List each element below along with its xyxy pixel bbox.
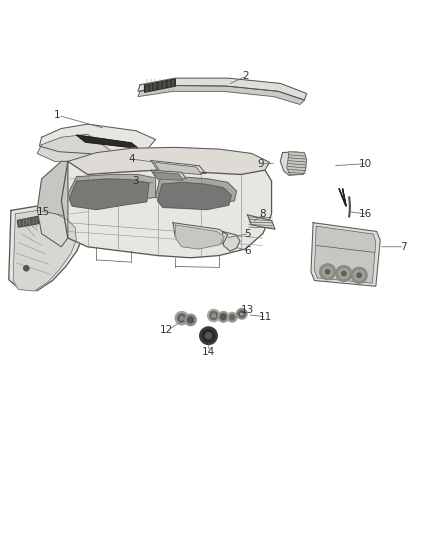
Circle shape bbox=[357, 273, 361, 278]
Circle shape bbox=[202, 329, 215, 342]
Circle shape bbox=[227, 312, 237, 322]
Circle shape bbox=[230, 314, 235, 320]
Circle shape bbox=[24, 265, 29, 271]
Polygon shape bbox=[138, 78, 307, 100]
Circle shape bbox=[237, 309, 247, 319]
Polygon shape bbox=[69, 179, 149, 209]
Text: 12: 12 bbox=[160, 325, 173, 335]
Polygon shape bbox=[223, 231, 240, 251]
Polygon shape bbox=[68, 174, 155, 205]
Circle shape bbox=[180, 317, 184, 320]
Text: 3: 3 bbox=[132, 176, 139, 186]
Polygon shape bbox=[151, 170, 186, 179]
Circle shape bbox=[175, 312, 188, 325]
Text: 16: 16 bbox=[359, 209, 372, 219]
Polygon shape bbox=[61, 161, 272, 258]
Text: 13: 13 bbox=[241, 305, 254, 316]
Polygon shape bbox=[151, 160, 206, 174]
Text: 1: 1 bbox=[53, 110, 60, 120]
Text: 4: 4 bbox=[128, 154, 135, 164]
Polygon shape bbox=[9, 206, 82, 290]
Circle shape bbox=[205, 333, 212, 339]
Circle shape bbox=[239, 311, 245, 317]
Polygon shape bbox=[339, 189, 346, 206]
Polygon shape bbox=[175, 225, 224, 249]
Text: 6: 6 bbox=[244, 246, 251, 256]
Text: 10: 10 bbox=[359, 159, 372, 168]
Circle shape bbox=[354, 270, 364, 280]
Text: 11: 11 bbox=[258, 312, 272, 322]
Polygon shape bbox=[37, 161, 68, 247]
Circle shape bbox=[320, 264, 336, 280]
Polygon shape bbox=[287, 152, 307, 174]
Polygon shape bbox=[37, 134, 149, 166]
Text: 5: 5 bbox=[244, 229, 251, 239]
Polygon shape bbox=[173, 223, 228, 248]
Text: 2: 2 bbox=[242, 71, 249, 81]
Text: 14: 14 bbox=[201, 347, 215, 357]
Polygon shape bbox=[18, 216, 39, 227]
Circle shape bbox=[210, 312, 218, 319]
Circle shape bbox=[187, 317, 194, 323]
Circle shape bbox=[178, 314, 186, 322]
Circle shape bbox=[351, 268, 367, 283]
Polygon shape bbox=[39, 124, 155, 155]
Polygon shape bbox=[145, 79, 175, 92]
Circle shape bbox=[342, 271, 346, 276]
Text: 7: 7 bbox=[399, 242, 406, 252]
Circle shape bbox=[339, 268, 349, 279]
Polygon shape bbox=[349, 197, 350, 217]
Polygon shape bbox=[247, 215, 275, 229]
Text: 15: 15 bbox=[37, 207, 50, 217]
Polygon shape bbox=[13, 211, 76, 291]
Circle shape bbox=[212, 314, 215, 317]
Polygon shape bbox=[138, 86, 304, 104]
Text: 8: 8 bbox=[259, 209, 266, 219]
Polygon shape bbox=[311, 223, 380, 286]
Circle shape bbox=[325, 270, 330, 274]
Circle shape bbox=[218, 312, 229, 322]
Circle shape bbox=[220, 314, 226, 320]
Text: 9: 9 bbox=[257, 159, 264, 168]
Circle shape bbox=[208, 310, 220, 322]
Circle shape bbox=[240, 312, 243, 315]
Polygon shape bbox=[280, 152, 306, 175]
Circle shape bbox=[200, 327, 217, 344]
Polygon shape bbox=[66, 147, 269, 174]
Circle shape bbox=[336, 265, 352, 281]
Polygon shape bbox=[155, 177, 237, 205]
Circle shape bbox=[185, 314, 196, 326]
Polygon shape bbox=[314, 226, 376, 283]
Polygon shape bbox=[158, 182, 231, 209]
Circle shape bbox=[322, 266, 333, 277]
Polygon shape bbox=[153, 172, 183, 180]
Polygon shape bbox=[154, 162, 201, 174]
Polygon shape bbox=[77, 135, 138, 148]
